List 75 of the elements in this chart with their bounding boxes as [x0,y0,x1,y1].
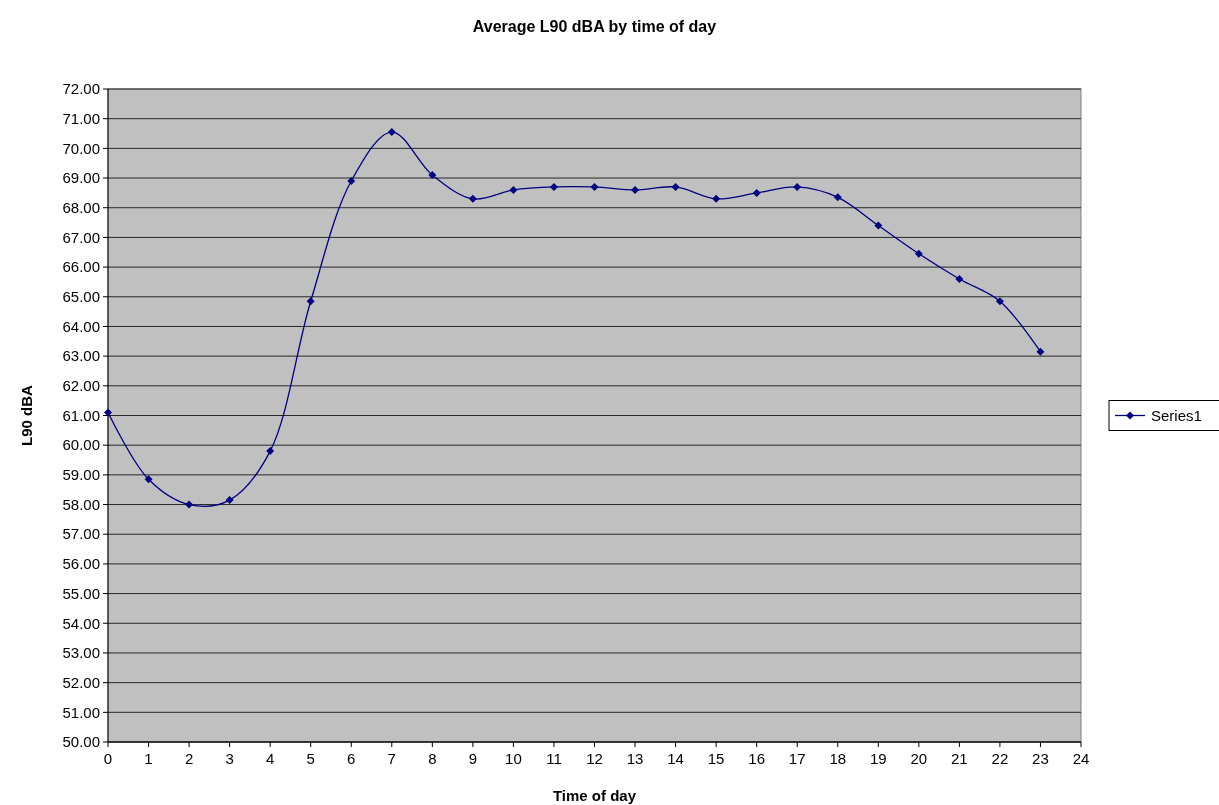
y-tick-label: 52.00 [62,673,100,691]
x-tick-label: 21 [951,750,968,767]
x-tick-label: 18 [829,750,847,767]
point [874,221,883,230]
y-tick-label: 67.00 [62,228,100,246]
x-tick-label: 17 [788,750,806,767]
x-tick-label: 13 [626,750,644,767]
y-tick-label: 69.00 [62,169,100,187]
point [995,297,1004,306]
point [549,182,558,191]
x-tick-label: 14 [667,750,684,767]
point [712,194,721,203]
x-tick-label: 12 [586,750,603,767]
point [185,500,194,509]
x-tick-label: 6 [347,750,356,767]
y-tick-label: 51.00 [62,703,100,721]
x-tick-label: 5 [306,750,315,767]
x-tick-label: 9 [468,750,478,767]
y-tick-label: 65.00 [62,288,100,306]
y-tick-label: 59.00 [62,466,100,484]
x-tick-label: 24 [1072,750,1090,767]
x-tick-label: 10 [505,750,522,767]
y-tick-label: 62.00 [62,377,100,395]
x-tick-label: 23 [1032,750,1049,767]
legend-label: Series1 [1151,406,1202,424]
point [387,128,396,137]
point [590,182,599,191]
point [833,193,842,202]
x-tick-label: 7 [387,750,396,767]
point [347,177,356,186]
point [955,274,964,283]
point [428,171,437,180]
x-tick-label: 4 [265,750,275,767]
point [793,182,802,191]
point [631,185,640,194]
point [671,182,680,191]
y-tick-label: 50.00 [62,733,100,751]
y-tick-label: 64.00 [62,317,100,335]
y-tick-label: 61.00 [62,406,100,424]
x-tick-label: 1 [144,750,153,767]
x-axis-title: Time of day [552,787,637,804]
y-tick-label: 70.00 [62,139,100,157]
y-axis-title: L90 dBA [18,384,35,446]
point [306,297,315,306]
x-tick-label: 0 [103,750,113,767]
y-tick-label: 57.00 [62,525,100,543]
x-tick-label: 8 [428,750,437,767]
y-tick-label: 68.00 [62,198,100,216]
x-tick-label: 16 [748,750,766,767]
point [752,188,761,197]
x-tick-label: 15 [707,750,725,767]
x-tick-label: 19 [869,750,887,767]
y-tick-label: 58.00 [62,495,100,513]
y-tick-label: 66.00 [62,258,100,276]
x-tick-label: 3 [225,750,234,767]
chart-title: Average L90 dBA by time of day [472,18,717,35]
y-tick-label: 63.00 [62,347,100,365]
point [266,447,275,456]
x-tick-label: 22 [991,750,1009,767]
y-tick-label: 60.00 [62,436,100,454]
x-tick-label: 11 [546,750,562,767]
point [225,496,234,505]
y-tick-label: 54.00 [62,614,100,632]
point [509,185,518,194]
point [468,194,477,203]
y-tick-label: 55.00 [62,584,100,602]
y-tick-label: 53.00 [62,644,100,662]
point [144,475,153,484]
y-tick-label: 56.00 [62,555,100,573]
y-tick-label: 72.00 [62,80,100,98]
x-tick-label: 20 [910,750,928,767]
point [1036,347,1045,356]
y-tick-label: 71.00 [62,109,100,127]
point [914,249,923,258]
x-tick-label: 2 [184,750,194,767]
